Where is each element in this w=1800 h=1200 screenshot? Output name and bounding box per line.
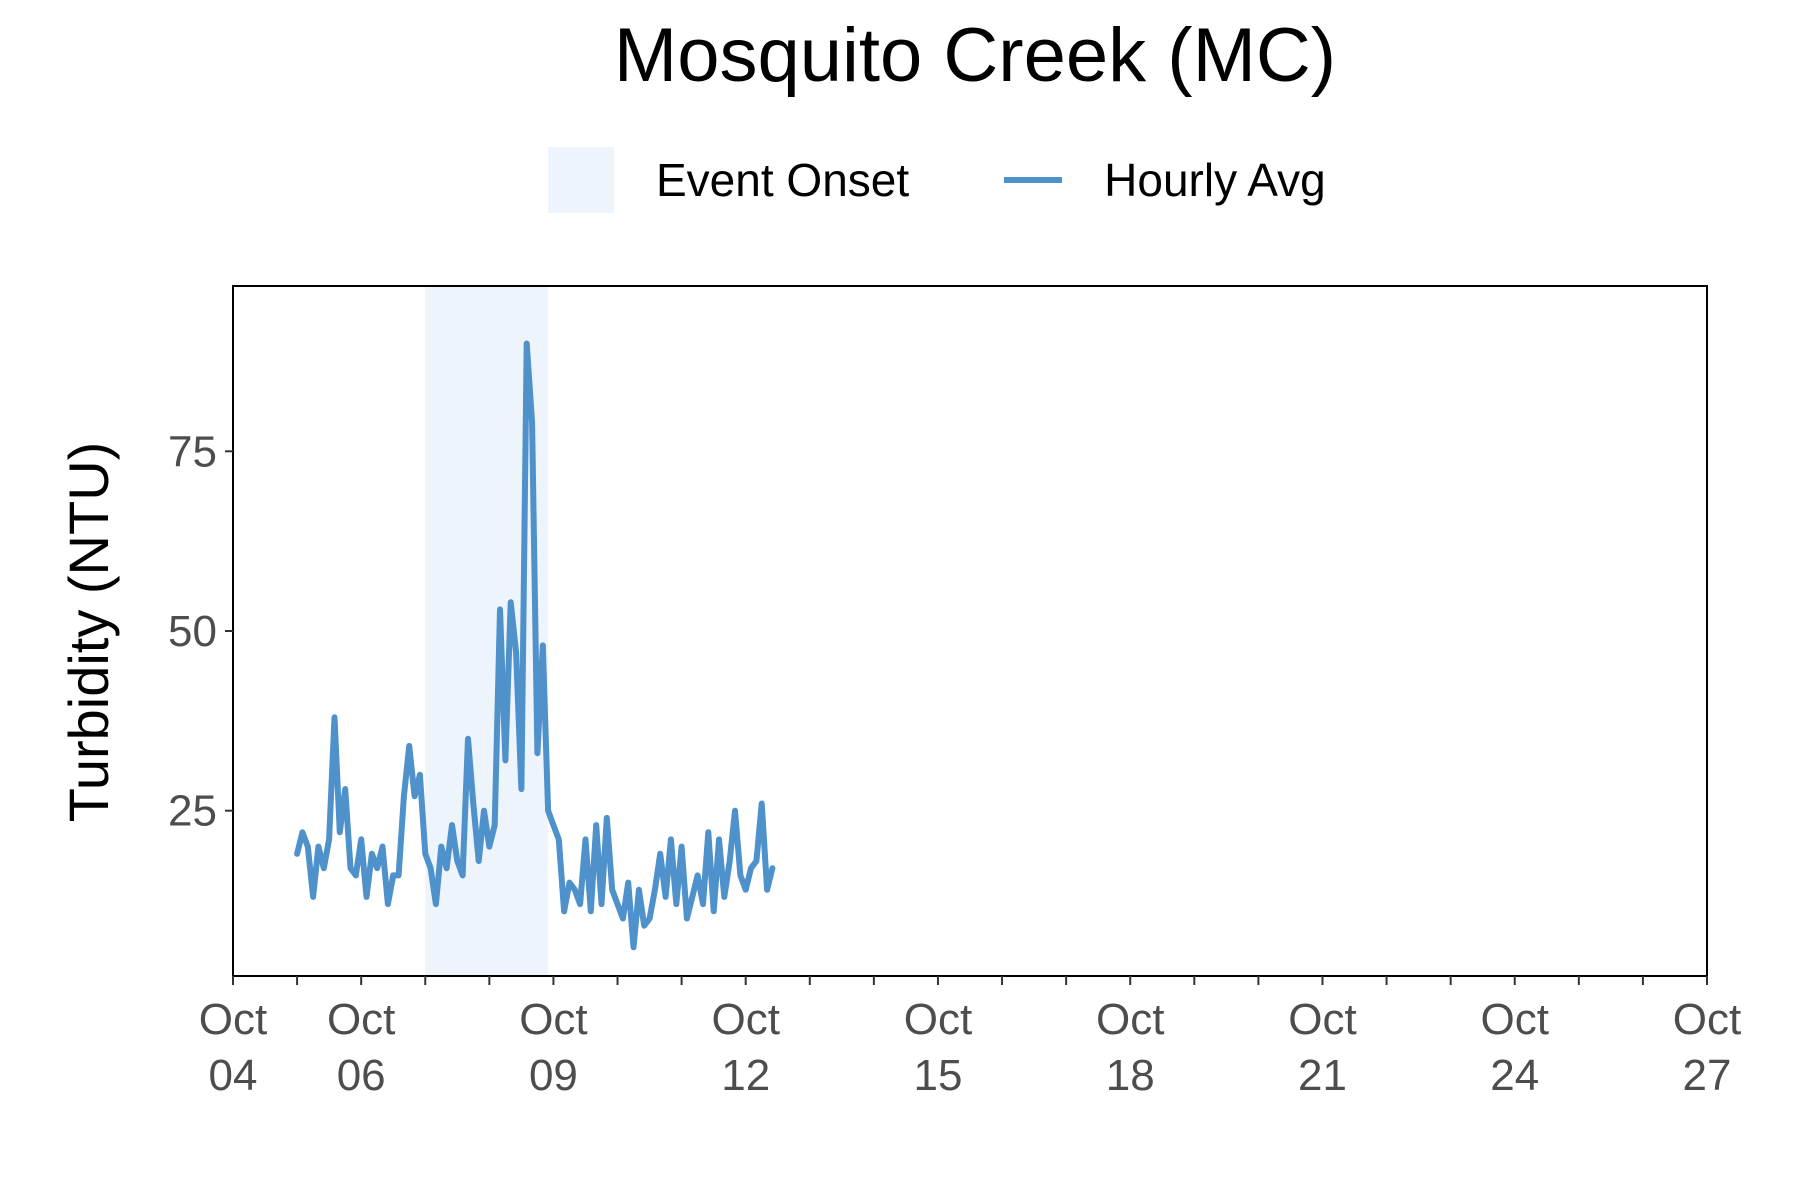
legend-swatch-hourly-avg [1004, 147, 1063, 213]
legend-item-hourly-avg: Hourly Avg [1004, 147, 1326, 213]
x-tick-label: Oct 24 [1481, 995, 1549, 1100]
x-tick-label: Oct 27 [1673, 995, 1741, 1100]
x-tick-label: Oct 06 [327, 995, 395, 1100]
y-tick-label: 75 [168, 427, 217, 476]
series-line-hourly-avg [294, 340, 776, 951]
legend: Event Onset Hourly Avg [548, 145, 1421, 215]
y-axis: 25 50 75 [168, 427, 233, 836]
x-tick-label: Oct 15 [904, 995, 972, 1100]
legend-item-event-onset: Event Onset [548, 147, 909, 213]
x-tick-label: Oct 18 [1096, 995, 1164, 1100]
legend-label-hourly-avg: Hourly Avg [1104, 154, 1326, 206]
legend-swatch-event-onset [548, 147, 614, 213]
x-tick-label: Oct 21 [1288, 995, 1356, 1100]
x-tick-label: Oct 09 [519, 995, 587, 1100]
y-tick-label: 25 [168, 787, 217, 836]
y-tick-label: 50 [168, 607, 217, 656]
x-axis: Oct 04 Oct 06 Oct 09 Oct 12 Oct 15 Oct 18 Oct 21 Oct 24… [199, 976, 1741, 1100]
legend-label-event-onset: Event Onset [656, 154, 910, 206]
chart-title: Mosquito Creek (MC) [613, 13, 1337, 98]
y-axis-label: Turbidity (NTU) [57, 442, 120, 823]
x-tick-label: Oct 12 [711, 995, 779, 1100]
x-tick-label: Oct 04 [199, 995, 267, 1100]
series-layer [294, 340, 776, 951]
